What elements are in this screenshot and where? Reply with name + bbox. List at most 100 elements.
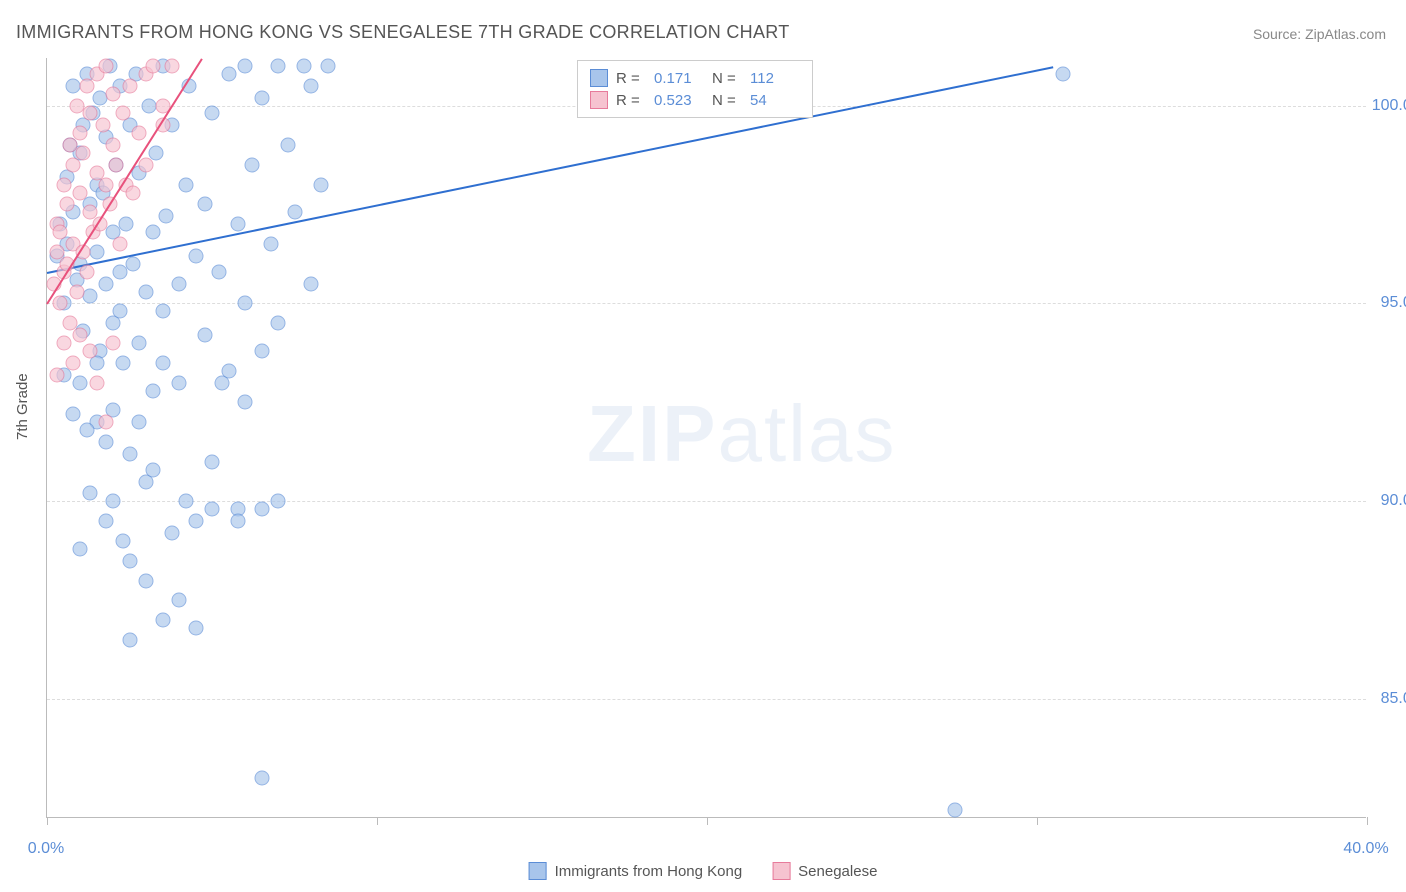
data-point (214, 375, 229, 390)
data-point (188, 621, 203, 636)
legend-n-label: N = (712, 70, 742, 87)
data-point (115, 355, 130, 370)
legend-label: Senegalese (798, 863, 877, 880)
gridline (47, 699, 1366, 700)
data-point (264, 237, 279, 252)
data-point (66, 407, 81, 422)
data-point (254, 502, 269, 517)
legend-swatch (590, 91, 608, 109)
x-tick (377, 817, 378, 825)
data-point (205, 454, 220, 469)
data-point (99, 276, 114, 291)
data-point (73, 328, 88, 343)
y-axis-label: 7th Grade (14, 373, 31, 440)
data-point (106, 86, 121, 101)
legend-n-label: N = (712, 92, 742, 109)
chart-title: IMMIGRANTS FROM HONG KONG VS SENEGALESE … (16, 22, 790, 43)
data-point (79, 264, 94, 279)
bottom-legend: Immigrants from Hong KongSenegalese (529, 862, 878, 880)
data-point (115, 106, 130, 121)
y-tick-label: 100.0% (1371, 97, 1406, 115)
data-point (178, 494, 193, 509)
data-point (139, 157, 154, 172)
data-point (188, 514, 203, 529)
data-point (155, 355, 170, 370)
data-point (145, 225, 160, 240)
data-point (221, 66, 236, 81)
data-point (122, 632, 137, 647)
data-point (99, 415, 114, 430)
data-point (271, 58, 286, 73)
data-point (320, 58, 335, 73)
data-point (73, 185, 88, 200)
correlation-legend: R =0.171N =112R =0.523N =54 (577, 60, 813, 118)
data-point (59, 197, 74, 212)
data-point (53, 225, 68, 240)
data-point (238, 296, 253, 311)
data-point (231, 514, 246, 529)
data-point (69, 284, 84, 299)
source-label: Source: ZipAtlas.com (1253, 26, 1386, 42)
legend-item: Senegalese (772, 862, 877, 880)
data-point (238, 395, 253, 410)
data-point (254, 343, 269, 358)
legend-swatch (590, 69, 608, 87)
data-point (231, 217, 246, 232)
data-point (188, 248, 203, 263)
data-point (178, 177, 193, 192)
data-point (1056, 66, 1071, 81)
data-point (76, 146, 91, 161)
data-point (79, 423, 94, 438)
data-point (73, 541, 88, 556)
data-point (106, 138, 121, 153)
data-point (89, 375, 104, 390)
data-point (280, 138, 295, 153)
data-point (132, 126, 147, 141)
x-tick (1367, 817, 1368, 825)
data-point (49, 367, 64, 382)
data-point (122, 446, 137, 461)
data-point (119, 217, 134, 232)
x-tick-label: 0.0% (28, 840, 64, 858)
chart-plot-area: ZIPatlas 85.0%90.0%95.0%100.0%R =0.171N … (46, 58, 1366, 818)
legend-r-value: 0.523 (654, 92, 704, 109)
data-point (304, 78, 319, 93)
data-point (112, 237, 127, 252)
data-point (99, 514, 114, 529)
data-point (304, 276, 319, 291)
data-point (254, 90, 269, 105)
data-point (79, 78, 94, 93)
data-point (271, 316, 286, 331)
watermark-bold: ZIP (587, 389, 717, 478)
data-point (271, 494, 286, 509)
data-point (82, 288, 97, 303)
data-point (165, 526, 180, 541)
y-tick-label: 90.0% (1371, 492, 1406, 510)
data-point (139, 573, 154, 588)
legend-r-label: R = (616, 92, 646, 109)
data-point (53, 296, 68, 311)
watermark-light: atlas (717, 389, 896, 478)
watermark: ZIPatlas (587, 388, 896, 480)
data-point (132, 415, 147, 430)
data-point (66, 157, 81, 172)
legend-n-value: 54 (750, 92, 800, 109)
y-tick-label: 95.0% (1371, 294, 1406, 312)
data-point (99, 177, 114, 192)
data-point (89, 244, 104, 259)
legend-swatch (529, 862, 547, 880)
data-point (122, 553, 137, 568)
data-point (947, 803, 962, 818)
data-point (132, 336, 147, 351)
x-tick (47, 817, 48, 825)
data-point (313, 177, 328, 192)
data-point (99, 434, 114, 449)
x-tick (1037, 817, 1038, 825)
data-point (112, 304, 127, 319)
data-point (158, 209, 173, 224)
data-point (145, 383, 160, 398)
x-tick-label: 40.0% (1343, 840, 1388, 858)
legend-n-value: 112 (750, 70, 800, 87)
data-point (172, 593, 187, 608)
legend-r-value: 0.171 (654, 70, 704, 87)
